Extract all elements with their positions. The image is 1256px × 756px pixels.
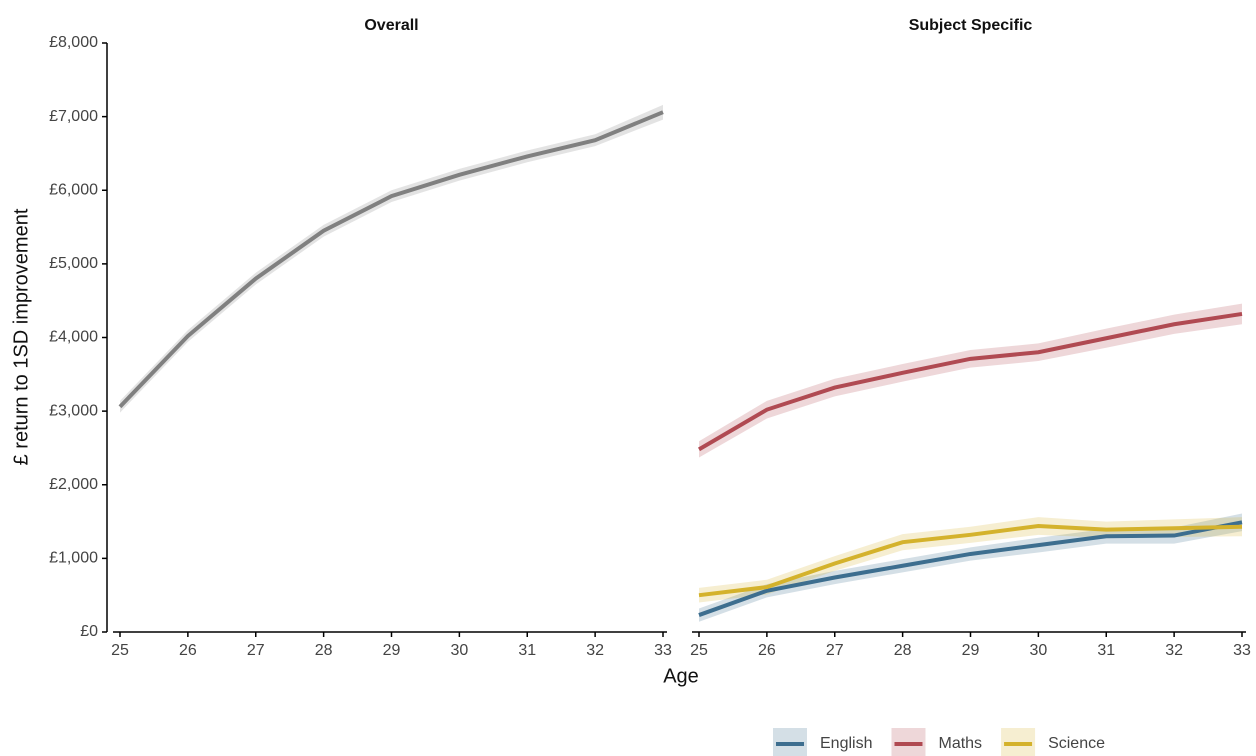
series-line bbox=[698, 520, 1243, 617]
y-tick-label: £6,000 bbox=[49, 181, 98, 198]
x-tick-label: 27 bbox=[247, 642, 265, 659]
y-tick-label: £3,000 bbox=[49, 402, 98, 419]
panel-title: Overall bbox=[364, 17, 418, 34]
series-line bbox=[697, 311, 1243, 452]
x-tick-label: 26 bbox=[179, 642, 197, 659]
x-tick-label: 32 bbox=[586, 642, 604, 659]
series-line bbox=[698, 523, 1243, 598]
series-line bbox=[118, 110, 664, 409]
x-tick-label: 26 bbox=[758, 642, 776, 659]
x-axis-label: Age bbox=[663, 665, 699, 687]
x-tick-label: 28 bbox=[315, 642, 333, 659]
x-tick-label: 33 bbox=[654, 642, 672, 659]
y-tick-label: £8,000 bbox=[49, 34, 98, 51]
y-tick-label: £7,000 bbox=[49, 108, 98, 125]
y-axis-label: £ return to 1SD improvement bbox=[10, 208, 32, 465]
x-tick-label: 31 bbox=[518, 642, 536, 659]
x-tick-label: 32 bbox=[1165, 642, 1183, 659]
y-tick-label: £0 bbox=[80, 623, 98, 640]
legend-label: English bbox=[820, 735, 872, 752]
x-tick-label: 28 bbox=[894, 642, 912, 659]
panel-title: Subject Specific bbox=[909, 17, 1033, 34]
x-tick-label: 31 bbox=[1097, 642, 1115, 659]
legend-label: Maths bbox=[938, 735, 982, 752]
y-tick-label: £2,000 bbox=[49, 476, 98, 493]
x-tick-label: 25 bbox=[111, 642, 129, 659]
confidence-band bbox=[120, 104, 663, 413]
x-tick-label: 25 bbox=[690, 642, 708, 659]
x-tick-label: 27 bbox=[826, 642, 844, 659]
y-tick-label: £1,000 bbox=[49, 550, 98, 567]
x-tick-label: 29 bbox=[383, 642, 401, 659]
confidence-band bbox=[699, 303, 1242, 458]
y-tick-label: £4,000 bbox=[49, 329, 98, 346]
x-tick-label: 29 bbox=[962, 642, 980, 659]
legend-label: Science bbox=[1048, 735, 1105, 752]
x-tick-label: 30 bbox=[450, 642, 468, 659]
x-tick-label: 33 bbox=[1233, 642, 1251, 659]
x-tick-label: 30 bbox=[1029, 642, 1047, 659]
y-tick-label: £5,000 bbox=[49, 255, 98, 272]
confidence-band bbox=[699, 513, 1242, 622]
